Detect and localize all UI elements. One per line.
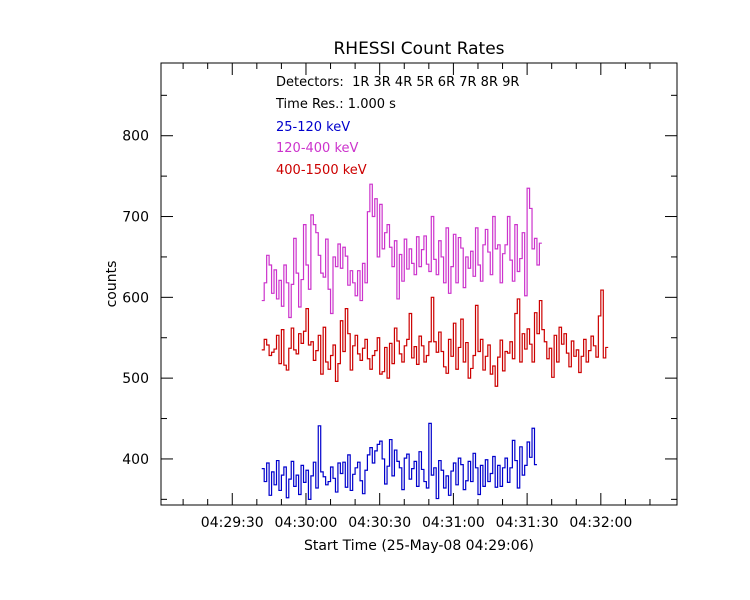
- legend-entry-120-400-kev: 120-400 keV: [276, 141, 359, 156]
- x-tick-label: 04:31:00: [422, 515, 485, 531]
- y-tick-label: 500: [122, 371, 149, 387]
- x-axis-label: Start Time (25-May-08 04:29:06): [304, 538, 534, 554]
- series-line-120-400-kev: [261, 183, 542, 319]
- chart-title: RHESSI Count Rates: [333, 39, 504, 59]
- y-axis: 400 500 600 700 800: [122, 94, 677, 500]
- time-resolution-annotation: Time Res.: 1.000 s: [275, 97, 396, 112]
- x-tick-label: 04:30:00: [275, 515, 338, 531]
- y-tick-label: 700: [122, 210, 149, 226]
- legend-entry-25-120-kev: 25-120 keV: [276, 120, 350, 135]
- x-tick-label: 04:32:00: [569, 515, 632, 531]
- detectors-annotation: Detectors: 1R 3R 4R 5R 6R 7R 8R 9R: [276, 75, 519, 90]
- series-lines: [261, 183, 609, 500]
- legend-entry-400-1500-kev: 400-1500 keV: [276, 163, 367, 178]
- series-line-400-1500-kev: [261, 289, 609, 387]
- x-tick-label: 04:30:30: [348, 515, 411, 531]
- x-axis: 04:29:30 04:30:00 04:30:30 04:31:00 04:31:30…: [182, 63, 651, 531]
- plot-frame: [160, 62, 678, 506]
- y-axis-label: counts: [104, 261, 120, 308]
- series-line-25-120-kev: [261, 422, 537, 500]
- x-tick-label: 04:29:30: [201, 515, 264, 531]
- y-tick-label: 800: [122, 129, 149, 145]
- y-tick-label: 400: [122, 452, 149, 468]
- y-tick-label: 600: [122, 290, 149, 306]
- x-tick-label: 04:31:30: [496, 515, 559, 531]
